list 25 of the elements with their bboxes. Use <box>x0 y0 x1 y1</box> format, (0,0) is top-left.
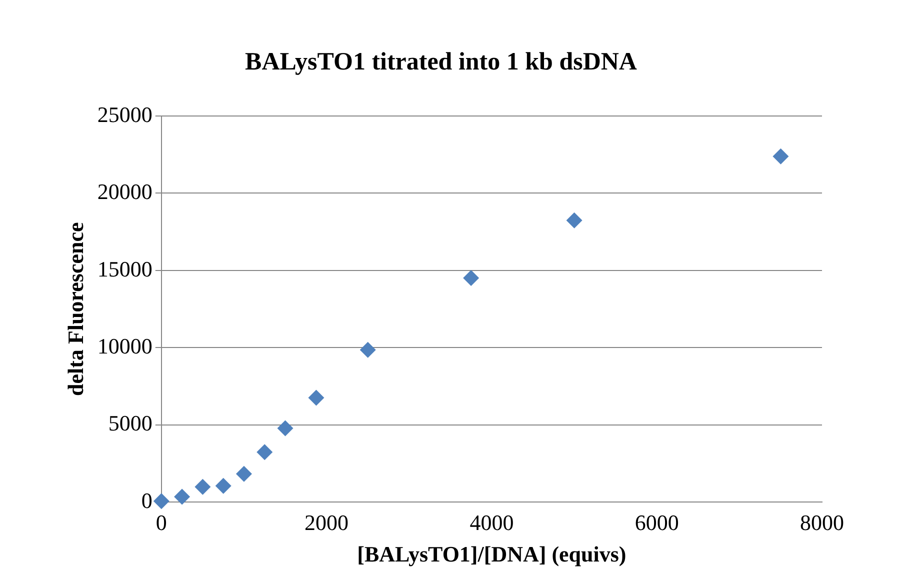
point <box>566 212 582 228</box>
point <box>308 390 324 406</box>
point <box>174 488 190 505</box>
x-tick-label: 6000 <box>634 510 679 536</box>
x-axis-title: [BALysTO1]/[DNA] (equivs) <box>357 541 626 566</box>
x-tick-label: 8000 <box>800 510 844 536</box>
point <box>277 420 294 436</box>
point <box>463 270 480 286</box>
y-tick-label: 10000 <box>97 334 152 358</box>
y-tick-label: 25000 <box>97 102 152 127</box>
chart-title: BALysTO1 titrated into 1 kb dsDNA <box>245 48 637 76</box>
y-tick-label: 0 <box>141 488 152 513</box>
point <box>236 466 252 482</box>
point <box>153 493 170 510</box>
y-tick-label: 15000 <box>97 256 152 282</box>
y-tick-label: 20000 <box>97 179 152 204</box>
point <box>772 148 789 164</box>
point <box>215 478 232 494</box>
x-tick-label: 2000 <box>304 510 349 536</box>
x-tick-label: 4000 <box>470 510 514 536</box>
y-axis-title: delta Fluorescence <box>62 222 88 396</box>
point <box>360 342 376 358</box>
point <box>194 478 211 495</box>
point <box>256 444 273 460</box>
y-tick-label: 5000 <box>108 410 152 436</box>
